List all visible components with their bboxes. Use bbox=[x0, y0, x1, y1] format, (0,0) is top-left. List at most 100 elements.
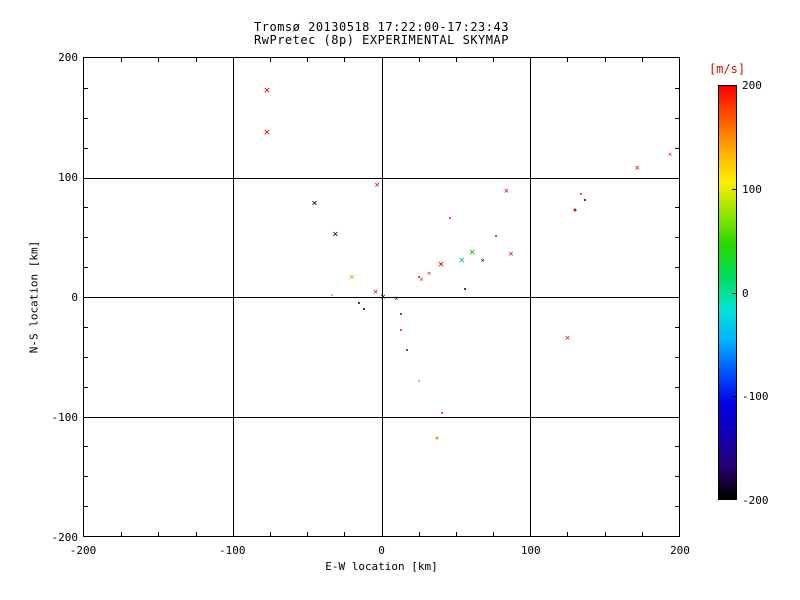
data-point bbox=[584, 199, 587, 202]
minor-tick bbox=[307, 58, 309, 62]
x-tick-label: -200 bbox=[69, 544, 97, 557]
data-point bbox=[441, 411, 444, 414]
minor-tick bbox=[195, 58, 197, 62]
x-tick-label: 0 bbox=[378, 544, 385, 557]
data-point bbox=[573, 208, 577, 212]
minor-tick bbox=[84, 386, 88, 388]
data-point: × bbox=[380, 292, 386, 303]
data-point: × bbox=[667, 150, 673, 159]
x-tick-label: 100 bbox=[520, 544, 541, 557]
minor-tick bbox=[418, 58, 420, 62]
minor-tick bbox=[84, 237, 88, 239]
grid-line-horizontal bbox=[84, 177, 679, 179]
data-point: × bbox=[480, 256, 485, 265]
data-point bbox=[448, 217, 451, 220]
minor-tick bbox=[604, 58, 606, 62]
minor-tick bbox=[455, 58, 457, 62]
data-point: × bbox=[372, 287, 379, 298]
minor-tick bbox=[158, 58, 160, 62]
minor-tick bbox=[675, 207, 679, 209]
minor-tick bbox=[455, 532, 457, 536]
minor-tick bbox=[567, 58, 569, 62]
data-point: × bbox=[503, 186, 510, 197]
minor-tick bbox=[641, 58, 643, 62]
grid-line-horizontal bbox=[84, 297, 679, 298]
minor-tick bbox=[84, 476, 88, 478]
data-point bbox=[417, 379, 420, 382]
x-axis-label: E-W location [km] bbox=[325, 560, 438, 573]
minor-tick bbox=[675, 87, 679, 89]
minor-tick bbox=[84, 117, 88, 119]
chart-title-line2: RwPretec (8p) EXPERIMENTAL SKYMAP bbox=[254, 33, 509, 47]
colorbar-tick-label: 0 bbox=[742, 286, 749, 300]
data-point: × bbox=[394, 294, 399, 303]
minor-tick bbox=[675, 506, 679, 508]
minor-tick bbox=[604, 532, 606, 536]
minor-tick bbox=[675, 386, 679, 388]
y-tick-label: -100 bbox=[51, 411, 79, 424]
data-point bbox=[358, 301, 361, 304]
data-point: × bbox=[426, 269, 432, 278]
minor-tick bbox=[269, 58, 271, 62]
minor-tick bbox=[84, 356, 88, 358]
minor-tick bbox=[344, 58, 346, 62]
data-point: × bbox=[468, 244, 476, 258]
minor-tick bbox=[158, 532, 160, 536]
minor-tick bbox=[84, 87, 88, 89]
colorbar-tick-label: 200 bbox=[742, 79, 762, 92]
minor-tick bbox=[84, 326, 88, 328]
data-point: × bbox=[374, 180, 380, 191]
minor-tick bbox=[675, 237, 679, 239]
minor-tick bbox=[121, 532, 123, 536]
colorbar-tick-label: 100 bbox=[742, 182, 762, 196]
data-point bbox=[495, 235, 498, 238]
minor-tick bbox=[84, 446, 88, 448]
data-point bbox=[399, 312, 402, 315]
data-point: × bbox=[348, 271, 355, 283]
x-tick-label: 200 bbox=[670, 544, 690, 557]
data-point: × bbox=[419, 275, 424, 284]
minor-tick bbox=[493, 58, 495, 62]
minor-tick bbox=[675, 476, 679, 478]
minor-tick bbox=[675, 326, 679, 328]
minor-tick bbox=[195, 532, 197, 536]
minor-tick bbox=[418, 532, 420, 536]
data-point bbox=[362, 307, 365, 310]
data-point: × bbox=[564, 333, 571, 344]
colorbar-label: [m/s] bbox=[708, 62, 746, 76]
data-point: × bbox=[508, 249, 514, 260]
minor-tick bbox=[307, 532, 309, 536]
minor-tick bbox=[675, 356, 679, 358]
colorbar-tick-label: -100 bbox=[742, 390, 769, 404]
data-point: × bbox=[332, 228, 339, 240]
minor-tick bbox=[675, 267, 679, 269]
minor-tick bbox=[84, 506, 88, 508]
data-point bbox=[331, 293, 334, 296]
colorbar-tick bbox=[732, 85, 736, 86]
y-tick-label: 200 bbox=[58, 51, 78, 64]
minor-tick bbox=[84, 267, 88, 269]
data-point: × bbox=[311, 197, 318, 209]
minor-tick bbox=[567, 532, 569, 536]
minor-tick bbox=[84, 147, 88, 149]
minor-tick bbox=[344, 532, 346, 536]
y-tick-label: -200 bbox=[51, 531, 79, 544]
data-point bbox=[417, 275, 420, 278]
y-tick-label: 0 bbox=[71, 291, 78, 304]
colorbar-tick-label: -200 bbox=[742, 494, 769, 507]
data-point bbox=[435, 436, 439, 440]
data-point bbox=[399, 329, 402, 332]
data-point: × bbox=[263, 83, 271, 97]
data-point bbox=[463, 287, 466, 290]
minor-tick bbox=[675, 117, 679, 119]
y-tick-label: 100 bbox=[58, 171, 78, 184]
data-point: × bbox=[437, 256, 445, 270]
chart-title-line1: Tromsø 20130518 17:22:00-17:23:43 bbox=[254, 20, 509, 34]
minor-tick bbox=[641, 532, 643, 536]
plot-area: × × × × × × × × × × × × × × × × × × × × bbox=[83, 57, 680, 537]
minor-tick bbox=[675, 147, 679, 149]
minor-tick bbox=[493, 532, 495, 536]
data-point: × bbox=[263, 125, 271, 139]
grid-line-vertical bbox=[530, 58, 532, 536]
